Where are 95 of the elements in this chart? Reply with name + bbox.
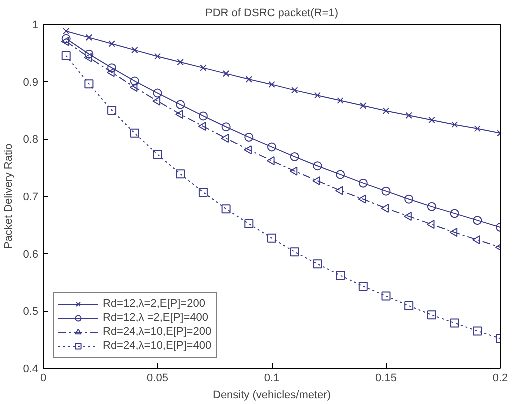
point — [222, 204, 231, 214]
point — [177, 59, 184, 66]
point — [313, 260, 322, 269]
point — [198, 188, 208, 197]
point — [84, 80, 94, 89]
point — [108, 106, 117, 115]
y-tick-label: 0.9 — [23, 76, 39, 89]
x-tick-label: 0.1 — [264, 372, 280, 384]
point — [130, 76, 140, 86]
point — [474, 126, 481, 132]
point — [268, 81, 276, 88]
y-tick-label: 0.8 — [23, 134, 39, 146]
point — [358, 178, 368, 188]
point — [406, 112, 412, 119]
point — [198, 122, 206, 132]
point — [108, 64, 117, 73]
y-tick-label: 0.6 — [23, 248, 39, 261]
point — [472, 236, 480, 245]
point — [313, 162, 322, 171]
point — [382, 292, 391, 301]
point — [130, 128, 140, 138]
point — [358, 194, 366, 204]
point — [108, 40, 116, 48]
point — [200, 64, 207, 72]
x-axis-title: Density (vehicles/meter) — [213, 390, 331, 402]
point — [451, 122, 458, 128]
point — [314, 92, 322, 99]
point — [382, 186, 391, 196]
point — [337, 97, 344, 104]
legend-label: Rd=24,λ=10,E[P]=400 — [103, 339, 212, 353]
point — [61, 37, 70, 46]
y-tick-label: 0.5 — [23, 306, 39, 318]
point — [84, 53, 92, 62]
point — [336, 271, 346, 280]
point — [381, 204, 390, 214]
point — [244, 220, 254, 229]
point — [244, 132, 254, 142]
point — [175, 110, 184, 120]
point — [221, 134, 230, 144]
point — [152, 96, 161, 106]
x-tick-label: 0.15 — [376, 372, 397, 384]
point — [450, 228, 458, 238]
x-tick-label: 0.2 — [492, 372, 508, 384]
x-tick-label: 0.05 — [147, 372, 168, 384]
point — [312, 176, 321, 186]
point — [244, 146, 252, 155]
point — [106, 68, 115, 78]
point — [292, 87, 298, 94]
point — [84, 50, 94, 59]
point — [268, 234, 276, 243]
point — [290, 248, 300, 257]
point — [336, 170, 346, 180]
point — [132, 46, 138, 54]
point — [266, 156, 275, 166]
point — [153, 88, 162, 98]
point — [176, 100, 186, 110]
point — [154, 53, 162, 60]
point — [404, 302, 414, 311]
point — [382, 108, 390, 114]
point — [427, 202, 436, 212]
legend-label: Rd=12,λ=2,E[P]=200 — [103, 297, 206, 311]
point — [153, 150, 162, 160]
point — [86, 34, 93, 42]
point — [473, 216, 482, 226]
point — [222, 70, 230, 78]
legend-label: Rd=24,λ=10,E[P]=200 — [103, 325, 212, 339]
point — [268, 142, 276, 152]
point — [290, 166, 298, 176]
point — [290, 152, 300, 162]
point — [404, 194, 414, 204]
point — [222, 122, 231, 132]
point — [198, 112, 208, 121]
point — [426, 220, 435, 230]
point — [246, 76, 252, 83]
y-tick-label: 1 — [32, 20, 39, 32]
point — [427, 310, 436, 320]
point — [404, 212, 412, 222]
y-axis-title: Packet Delivery Ratio — [3, 144, 16, 250]
point — [130, 83, 138, 92]
point — [450, 209, 460, 218]
point — [335, 186, 344, 196]
chart-title: PDR of DSRC packet(R=1) — [206, 8, 338, 20]
point — [63, 28, 70, 35]
legend-label: Rd=12,λ =2,E[P]=400 — [103, 311, 208, 325]
point — [473, 326, 482, 336]
point — [176, 170, 186, 179]
y-tick-label: 0.7 — [23, 192, 39, 204]
y-tick-label: 0.4 — [23, 364, 39, 376]
point — [358, 282, 368, 292]
point — [62, 34, 71, 44]
point — [428, 116, 436, 124]
x-tick-label: 0 — [40, 372, 47, 384]
point — [360, 102, 367, 110]
point — [62, 52, 71, 61]
point — [450, 318, 460, 328]
